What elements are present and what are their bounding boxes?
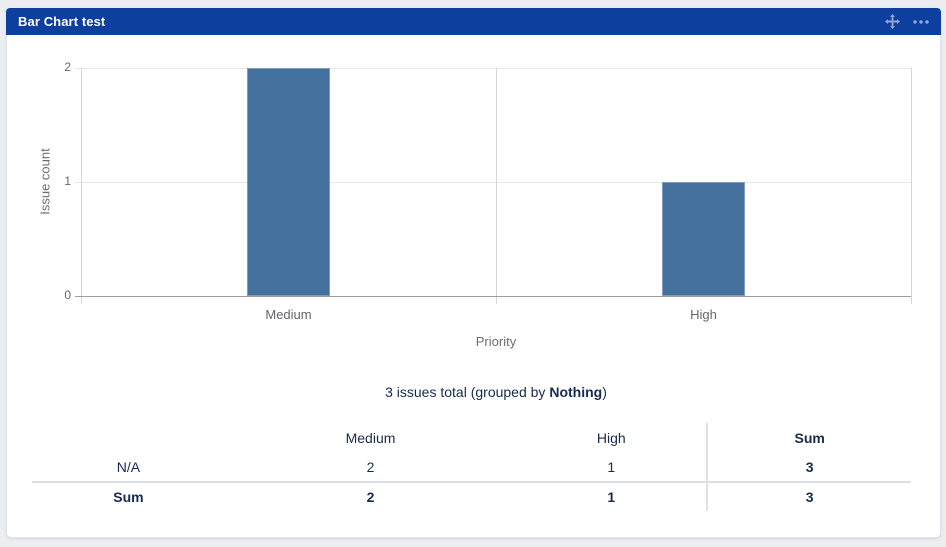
y-axis-title: Issue count bbox=[37, 148, 53, 215]
move-icon[interactable] bbox=[885, 14, 900, 29]
table-row-label: Sum bbox=[32, 481, 225, 511]
table-header-sum: Sum bbox=[706, 423, 911, 453]
table-header-rowlabel bbox=[32, 423, 225, 453]
y-axis-line bbox=[81, 68, 82, 304]
table-header-row: Medium High Sum bbox=[32, 423, 911, 453]
x-category-label: Medium bbox=[265, 307, 312, 322]
y-tick-label: 0 bbox=[64, 288, 71, 302]
issues-total-text: 3 issues total (grouped by Nothing) bbox=[81, 381, 911, 403]
issues-total-groupby: Nothing bbox=[549, 384, 603, 400]
gridline-y-1 bbox=[75, 182, 911, 183]
gadget-header[interactable]: Bar Chart test bbox=[6, 8, 941, 35]
x-axis-title: Priority bbox=[475, 334, 517, 349]
bar-high[interactable] bbox=[662, 182, 745, 296]
bar-medium[interactable] bbox=[247, 68, 330, 296]
table-row: N/A 2 1 3 bbox=[32, 453, 911, 482]
table-header-medium: Medium bbox=[345, 430, 396, 446]
gadget-card: Bar Chart test 0 1 2 Medium High Priority Issu… bbox=[6, 8, 941, 538]
table-cell: 2 bbox=[224, 481, 517, 511]
x-axis-line bbox=[75, 296, 911, 297]
table-cell: 1 bbox=[607, 459, 616, 475]
table-cell: 1 bbox=[516, 481, 708, 511]
y-tick-label: 1 bbox=[64, 174, 71, 188]
gridline-x-mid bbox=[496, 68, 497, 304]
x-category-label: High bbox=[690, 307, 717, 322]
y-tick-label: 2 bbox=[64, 60, 71, 74]
bar-chart: 0 1 2 Medium High Priority Issue count bbox=[7, 9, 942, 374]
table-header-high: High bbox=[596, 430, 626, 446]
gridline-x-right bbox=[911, 68, 912, 304]
table-row-label: N/A bbox=[116, 459, 141, 475]
table-cell: 3 bbox=[706, 481, 911, 511]
summary-table: Medium High Sum N/A 2 1 3 Sum 2 1 3 bbox=[32, 423, 911, 511]
table-cell: 3 bbox=[706, 453, 911, 482]
gadget-title: Bar Chart test bbox=[18, 14, 106, 29]
issues-total-prefix: 3 issues total (grouped by bbox=[385, 384, 550, 400]
table-cell: 2 bbox=[366, 459, 375, 475]
gridline-y-2 bbox=[75, 68, 911, 69]
table-total-row: Sum 2 1 3 bbox=[32, 481, 911, 511]
gadget-header-actions bbox=[885, 14, 929, 29]
issues-total-suffix: ) bbox=[602, 384, 607, 400]
more-menu-icon[interactable] bbox=[913, 19, 929, 24]
